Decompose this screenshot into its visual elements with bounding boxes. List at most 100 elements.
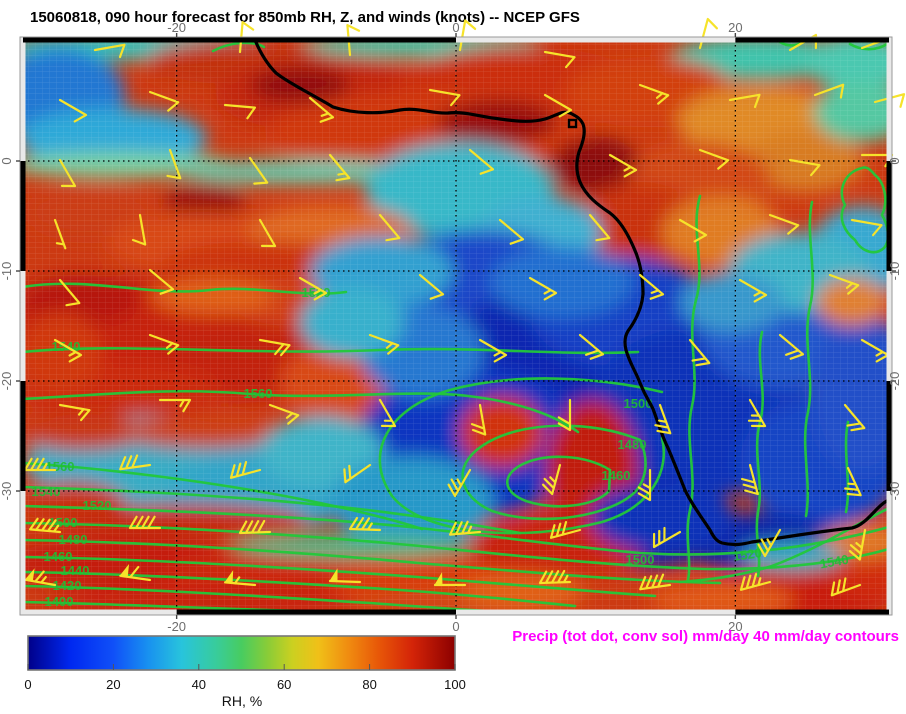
lat-tick-label: -20 <box>0 372 14 391</box>
wind-barb <box>378 213 401 242</box>
wind-barb <box>229 461 262 479</box>
lat-tick-label: 0 <box>0 157 14 164</box>
wind-barb <box>557 398 572 432</box>
height-contour-1520 <box>23 282 348 295</box>
wind-barb <box>498 218 525 245</box>
wind-barb <box>148 90 180 112</box>
lat-tick-label: -20 <box>887 372 902 391</box>
wind-barb <box>778 333 805 360</box>
lat-tick-label: 0 <box>887 157 902 164</box>
lat-tick-label: -30 <box>0 482 14 501</box>
wind-barb <box>578 333 605 360</box>
wind-barb <box>58 403 91 422</box>
wind-barb <box>638 83 670 105</box>
wind-barb <box>148 268 175 295</box>
wind-barb <box>449 520 482 536</box>
wind-barb <box>119 454 152 471</box>
contour-label: 1480 <box>618 437 647 452</box>
wind-barb-pennant <box>24 568 35 582</box>
contour-label: 1460 <box>44 549 73 564</box>
coastline-layer <box>253 38 891 547</box>
wind-barb <box>158 398 192 413</box>
wind-barb <box>58 278 81 307</box>
wind-barb <box>258 338 291 357</box>
wind-barb <box>131 213 147 246</box>
wind-barb <box>328 153 351 182</box>
wind-barb-pennant <box>224 570 234 584</box>
colorbar-tick-label: 60 <box>277 677 291 692</box>
colorbar-tick-label: 80 <box>362 677 376 692</box>
wind-barb <box>739 573 772 591</box>
height-contour-1560 <box>23 389 580 434</box>
height-contour-unlabeled <box>844 420 850 514</box>
wind-barb <box>148 333 180 355</box>
height-contour-1420 <box>23 584 507 612</box>
wind-barb <box>458 19 477 52</box>
contour-label: 1460 <box>602 468 631 483</box>
wind-barb <box>93 43 126 59</box>
wind-barb <box>828 273 860 295</box>
colorbar-tick-label: 100 <box>444 677 466 692</box>
wind-barb <box>639 573 672 591</box>
wind-barb <box>223 103 256 120</box>
lon-tick-label: 0 <box>452 619 459 634</box>
wind-barb <box>308 96 335 123</box>
lon-tick-label: 0 <box>452 20 459 35</box>
contour-label: 1560 <box>46 459 75 474</box>
colorbar-tick-label: 40 <box>192 677 206 692</box>
wind-barb <box>470 403 487 436</box>
height-contour-unlabeled <box>803 200 814 518</box>
contour-label: 1500 <box>49 515 78 530</box>
wind-barb <box>238 519 272 535</box>
wind-barb <box>447 468 472 498</box>
wind-barb <box>698 17 718 50</box>
precip-caption: Precip (tot dot, conv sol) mm/day 40 mm/… <box>512 628 899 645</box>
wind-barb <box>848 528 867 561</box>
height-contour-1520 <box>23 504 889 556</box>
height-contour-1560 <box>23 461 424 531</box>
wind-barb <box>258 218 277 248</box>
wind-barb-pennant <box>329 568 338 582</box>
wind-barb <box>741 463 759 496</box>
contour-label: 1520 <box>732 545 763 564</box>
wind-barb <box>747 398 767 428</box>
contour-label: 1500 <box>624 396 653 411</box>
wind-barb <box>654 403 672 435</box>
colorbar-tick-labels: 0 20 40 60 80 100 <box>24 664 466 692</box>
contour-label: 1420 <box>53 578 82 593</box>
wind-barb <box>268 403 300 425</box>
wind-barb-pennant <box>434 572 443 586</box>
lat-tick-label: -10 <box>0 262 14 281</box>
height-contour-1480 <box>23 538 722 585</box>
wind-barb <box>368 333 400 355</box>
contour-label: 1560 <box>244 386 273 401</box>
wind-barb <box>549 521 582 539</box>
wind-barb <box>418 273 445 300</box>
contour-label: 1400 <box>45 594 74 609</box>
height-contour-labels: 1520154015601500148014601560154015201520… <box>32 285 850 609</box>
africa-coastline <box>253 38 891 547</box>
height-contour-1460 <box>506 455 612 508</box>
height-contour-unlabeled <box>686 194 702 582</box>
lon-tick-label: -20 <box>167 619 186 634</box>
wind-barb <box>844 466 862 497</box>
colorbar-gradient-bar <box>27 635 456 671</box>
wind-barb <box>343 463 372 484</box>
height-contour-unlabeled <box>848 42 889 51</box>
wind-barb <box>58 98 88 123</box>
height-contour-1540 <box>23 346 640 355</box>
contour-label: 1540 <box>32 484 61 499</box>
wind-barb <box>860 338 890 363</box>
wind-barb <box>768 213 800 235</box>
wind-barb <box>543 50 576 69</box>
colorbar-title: RH, % <box>222 693 262 709</box>
wind-barb <box>248 156 269 185</box>
wind-barb <box>542 463 562 496</box>
height-contour-1500 <box>378 377 666 535</box>
contour-label: 1480 <box>59 532 88 547</box>
wind-barb <box>588 213 611 242</box>
wind-barb <box>813 83 845 99</box>
wind-barb <box>638 273 665 300</box>
